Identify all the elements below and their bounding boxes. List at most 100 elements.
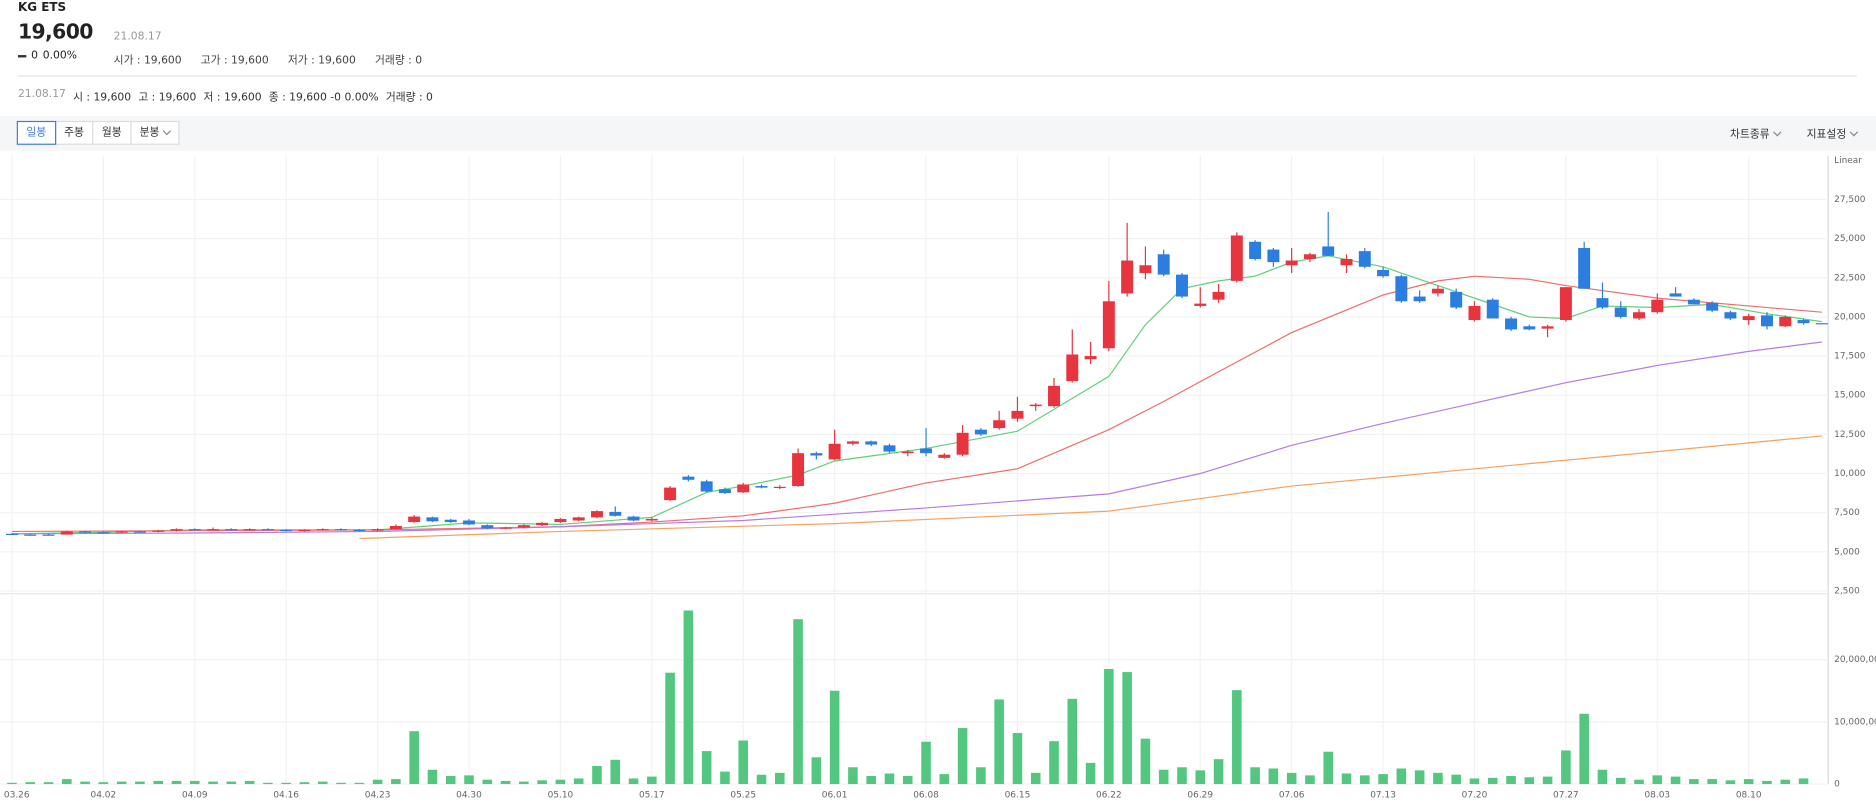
volume-bar	[1158, 769, 1169, 785]
volume-tick-label: 0	[1834, 780, 1840, 790]
volume-bar	[354, 782, 365, 785]
candle-body	[1121, 260, 1134, 294]
candle-body	[5, 533, 18, 536]
candle-body	[1395, 276, 1408, 302]
info-item: 시 : 19,600	[73, 92, 132, 105]
candle-body	[335, 529, 348, 531]
period-button[interactable]: 일봉	[16, 120, 56, 145]
period-dropdown[interactable]: 분봉	[130, 120, 180, 145]
candle-body	[280, 529, 293, 532]
y-tick-label: 5,000	[1834, 547, 1860, 557]
candle-body	[1669, 293, 1682, 297]
volume-bar	[1798, 778, 1809, 785]
candle-body	[737, 484, 750, 493]
candle-body	[170, 529, 183, 531]
volume-bar	[1433, 772, 1443, 785]
volume-bar	[1085, 762, 1096, 785]
candle-body	[700, 481, 713, 492]
volume-bar	[665, 672, 675, 785]
candle-body	[261, 529, 274, 531]
candle-body	[1523, 326, 1536, 330]
candle-body	[1486, 299, 1499, 319]
candle-body	[938, 454, 951, 458]
x-tick-label: 06.22	[1096, 790, 1122, 800]
volume-tick-label: 10,000,000	[1834, 717, 1876, 727]
volume-bar	[1414, 770, 1425, 785]
x-tick-label: 06.29	[1187, 790, 1213, 800]
candle-body	[1687, 299, 1700, 305]
volume-bar	[1378, 774, 1388, 785]
label: 월봉	[101, 126, 122, 139]
candle-body	[188, 529, 201, 531]
flat-icon	[17, 55, 27, 58]
x-tick-label: 04.16	[273, 790, 299, 800]
label: 일봉	[26, 126, 47, 139]
volume-bar	[482, 779, 493, 785]
info-item: 거래량 : 0	[385, 92, 433, 105]
volume-bar	[1067, 698, 1078, 785]
volume-bar	[1250, 767, 1260, 785]
chart-type-menu[interactable]: 차트종류	[1730, 126, 1782, 141]
candle-body	[792, 453, 805, 487]
volume-bar	[7, 782, 17, 785]
candle-body	[1596, 298, 1609, 308]
candle-body	[1559, 287, 1572, 321]
x-tick-label: 05.17	[639, 790, 665, 800]
x-tick-label: 03.26	[4, 790, 30, 800]
x-tick-label: 04.09	[182, 790, 208, 800]
candle-body	[97, 532, 110, 534]
candle-body	[1706, 302, 1719, 311]
info-bar: 21.08.17 시 : 19,600 고 : 19,600 저 : 19,60…	[18, 89, 433, 105]
candle-body	[993, 420, 1006, 429]
volume-bar	[884, 773, 895, 785]
candle-body	[810, 453, 823, 456]
x-tick-label: 06.08	[913, 790, 939, 800]
candle-body	[225, 529, 238, 531]
volume-bar	[409, 731, 419, 785]
volume-bar	[793, 619, 803, 785]
volume-bar	[263, 782, 273, 785]
volume-bar	[281, 782, 291, 785]
x-tick-label: 07.06	[1279, 790, 1305, 800]
candle-body	[773, 486, 786, 489]
volume-bar	[244, 780, 255, 785]
volume-bar	[116, 781, 127, 785]
candle-body	[828, 443, 841, 460]
candle-body	[371, 529, 384, 531]
candle-body	[682, 476, 695, 480]
candle-body	[901, 451, 914, 454]
y-tick-label: 7,500	[1834, 508, 1860, 518]
candle-body	[755, 486, 768, 488]
volume-bar	[738, 740, 749, 785]
candle-body	[1797, 320, 1810, 324]
volume-bar	[1579, 713, 1589, 785]
volume-bar	[189, 780, 200, 785]
volume-bar	[921, 741, 931, 785]
volume-bar	[153, 780, 164, 785]
candle-body	[1633, 312, 1645, 319]
volume-bar	[391, 779, 401, 785]
moving-average-line	[11, 255, 1822, 535]
candle-body	[1249, 241, 1262, 259]
candle-body	[1011, 410, 1024, 419]
volume-bar	[957, 728, 968, 785]
volume-bar	[1268, 768, 1279, 785]
candle-body	[883, 445, 896, 452]
x-tick-label: 06.01	[822, 790, 848, 800]
volume-bar	[647, 776, 657, 785]
candle-body	[1230, 235, 1243, 281]
info-date: 21.08.17	[17, 88, 66, 101]
volume-bar	[500, 780, 511, 785]
volume-bar	[445, 775, 456, 785]
candle-body	[645, 518, 658, 521]
volume-bar	[427, 769, 438, 785]
indicator-menu[interactable]: 지표설정	[1807, 126, 1859, 141]
candle-body	[1724, 312, 1737, 319]
volume-bar	[1652, 775, 1663, 785]
x-tick-label: 04.30	[456, 790, 482, 800]
volume-bar	[1524, 777, 1535, 785]
volume-bar	[555, 779, 566, 785]
x-tick-label: 08.03	[1644, 790, 1670, 800]
candle-body	[718, 489, 731, 494]
